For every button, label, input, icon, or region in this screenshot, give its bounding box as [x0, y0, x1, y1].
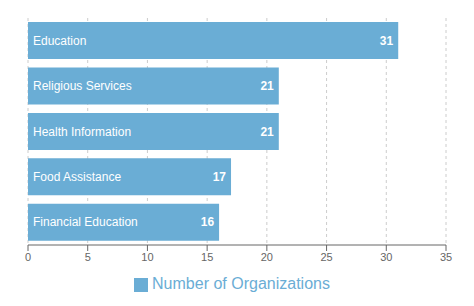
svg-text:Food Assistance: Food Assistance	[33, 170, 121, 184]
svg-text:Financial Education: Financial Education	[33, 215, 138, 229]
html-text:Number of Organizations: Number of Organizations	[152, 275, 330, 292]
svg-text:20: 20	[261, 251, 273, 263]
svg-text:25: 25	[320, 251, 332, 263]
svg-text:Education: Education	[33, 34, 86, 48]
svg-text:21: 21	[260, 79, 274, 93]
svg-text:35: 35	[440, 251, 452, 263]
svg-text:10: 10	[141, 251, 153, 263]
svg-text:17: 17	[213, 170, 227, 184]
svg-text:0: 0	[25, 251, 31, 263]
svg-text:5: 5	[85, 251, 91, 263]
svg-text:Health Information: Health Information	[33, 125, 131, 139]
svg-text:Religious Services: Religious Services	[33, 79, 132, 93]
svg-text:30: 30	[380, 251, 392, 263]
svg-text:21: 21	[260, 125, 274, 139]
svg-text:16: 16	[201, 215, 215, 229]
svg-text:15: 15	[201, 251, 213, 263]
svg-text:31: 31	[380, 34, 394, 48]
